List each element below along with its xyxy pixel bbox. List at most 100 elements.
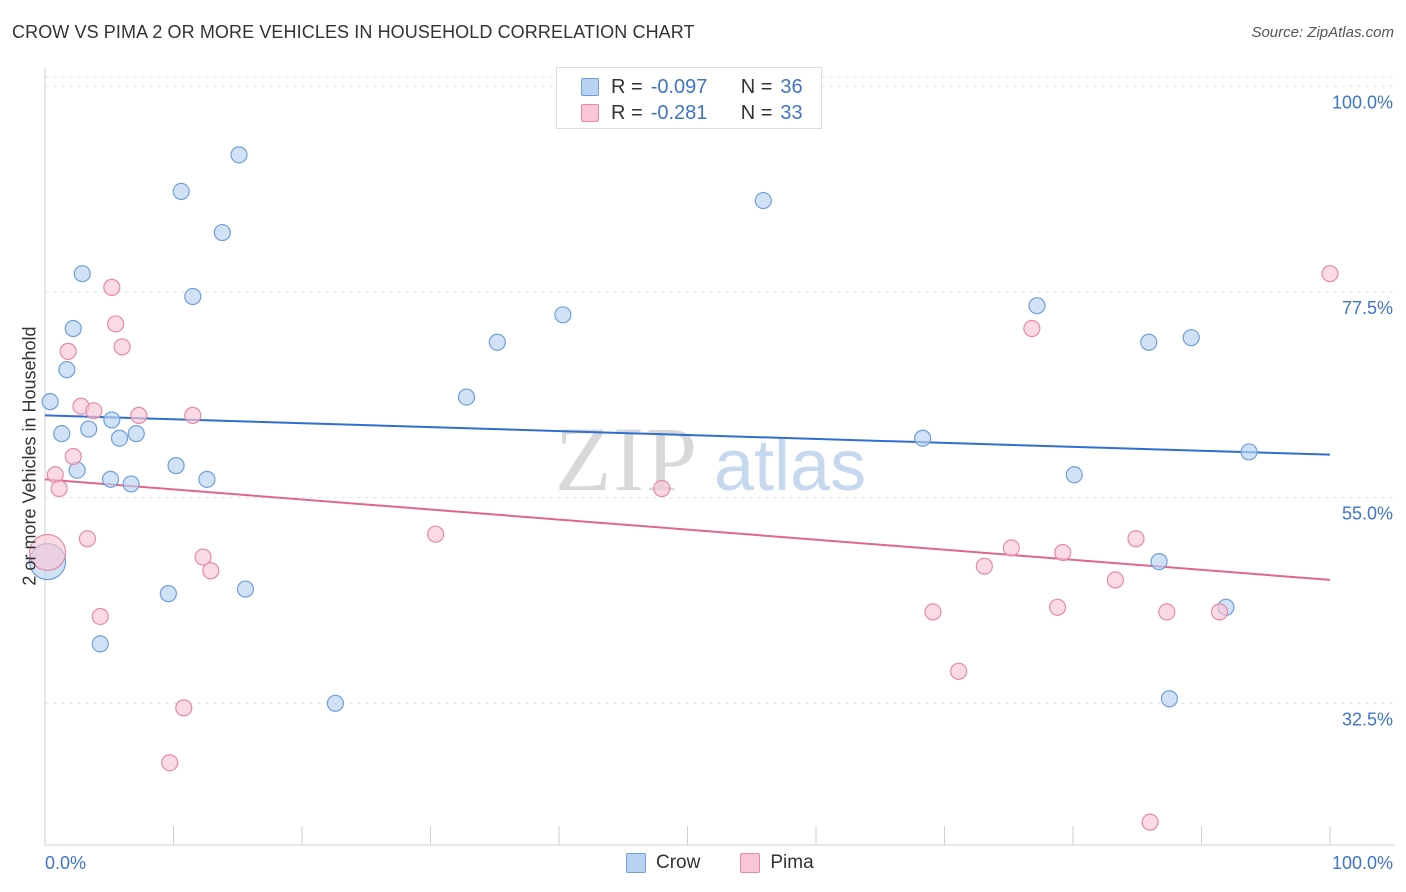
data-point-crow xyxy=(198,470,216,488)
data-point-crow xyxy=(122,475,140,493)
data-point-pima xyxy=(202,562,220,580)
data-point-crow xyxy=(167,457,185,475)
data-point-pima xyxy=(427,525,445,543)
crow-swatch xyxy=(581,78,599,96)
data-point-pima xyxy=(1106,571,1125,589)
y-tick-label: 100.0% xyxy=(1332,92,1393,112)
crow-legend-swatch xyxy=(626,853,646,873)
data-point-crow xyxy=(914,429,932,447)
data-point-crow xyxy=(1182,329,1200,347)
x-tick-label: 0.0% xyxy=(45,853,86,873)
data-points xyxy=(28,146,1339,831)
source-credit: Source: ZipAtlas.com xyxy=(1251,24,1394,41)
pima-n-label: N = xyxy=(740,101,773,124)
crow-r-label: R = xyxy=(611,75,643,98)
data-point-pima xyxy=(59,342,77,360)
series-legend: Crow Pima xyxy=(626,852,854,874)
crow-n-value: 36 xyxy=(780,75,803,98)
trend-lines xyxy=(44,414,1331,581)
data-point-crow xyxy=(457,388,476,406)
data-point-crow xyxy=(103,411,121,429)
data-point-pima xyxy=(1002,539,1020,557)
trend-line-crow xyxy=(44,414,1331,456)
data-point-crow xyxy=(554,306,572,324)
pima-legend-label: Pima xyxy=(770,852,814,873)
data-point-pima xyxy=(1158,603,1176,621)
pima-swatch xyxy=(581,104,599,122)
legend-row-crow: R = -0.097 N = 36 xyxy=(581,75,803,99)
pima-legend-swatch xyxy=(740,853,761,873)
data-point-pima xyxy=(113,338,131,356)
data-point-crow xyxy=(488,333,506,351)
data-point-crow xyxy=(1160,690,1178,708)
data-point-pima xyxy=(130,406,148,424)
grid-lines xyxy=(45,76,1395,704)
data-point-crow xyxy=(754,191,772,210)
data-point-pima xyxy=(28,533,67,572)
watermark-zip: ZIP xyxy=(555,408,699,510)
y-axis-label: 2 or more Vehicles in Household xyxy=(19,326,40,586)
data-point-crow xyxy=(101,470,120,488)
y-tick-label: 77.5% xyxy=(1342,298,1393,318)
data-point-pima xyxy=(1048,598,1067,616)
data-point-pima xyxy=(1023,319,1041,338)
data-point-pima xyxy=(107,315,125,333)
data-point-crow xyxy=(236,580,255,598)
data-point-pima xyxy=(1210,603,1229,621)
data-point-crow xyxy=(91,635,109,653)
watermark: ZIP atlas xyxy=(555,408,866,510)
data-point-crow xyxy=(41,393,59,411)
crow-legend-label: Crow xyxy=(656,852,701,873)
data-point-pima xyxy=(924,603,942,621)
data-point-crow xyxy=(1065,466,1083,484)
pima-r-value: -0.281 xyxy=(650,101,708,124)
chart-title: CROW VS PIMA 2 OR MORE VEHICLES IN HOUSE… xyxy=(12,22,695,42)
data-point-pima xyxy=(175,699,193,717)
data-point-crow xyxy=(110,429,129,447)
data-point-crow xyxy=(127,425,145,443)
axes xyxy=(44,68,1395,846)
data-point-crow xyxy=(80,420,98,438)
data-point-pima xyxy=(1141,813,1159,831)
data-point-pima xyxy=(1321,265,1339,283)
data-point-pima xyxy=(161,754,179,772)
data-point-crow xyxy=(58,361,76,379)
legend-item-pima[interactable]: Pima xyxy=(740,852,814,874)
data-point-pima xyxy=(653,479,671,498)
data-point-pima xyxy=(194,548,212,566)
legend-item-crow[interactable]: Crow xyxy=(626,852,700,874)
y-tick-label: 55.0% xyxy=(1342,504,1393,524)
data-point-pima xyxy=(950,662,968,680)
data-point-pima xyxy=(78,530,97,548)
data-point-crow xyxy=(64,319,82,338)
data-point-pima xyxy=(64,447,82,466)
data-point-crow xyxy=(230,146,248,164)
x-tick-label: 100.0% xyxy=(1332,853,1393,873)
data-point-crow xyxy=(53,425,71,443)
legend-row-pima: R = -0.281 N = 33 xyxy=(581,101,803,125)
pima-n-value: 33 xyxy=(780,101,803,124)
data-point-pima xyxy=(1127,530,1145,548)
tick-labels: 32.5% 55.0% 77.5% 100.0% 0.0% 100.0% xyxy=(45,92,1393,873)
y-tick-label: 32.5% xyxy=(1342,709,1393,729)
data-point-pima xyxy=(975,557,993,575)
data-point-pima xyxy=(1054,543,1072,562)
data-point-crow xyxy=(213,223,231,242)
data-point-crow xyxy=(326,694,345,712)
data-point-crow xyxy=(1150,553,1168,571)
data-point-pima xyxy=(85,402,103,420)
data-point-crow xyxy=(184,287,202,306)
data-point-pima xyxy=(103,278,121,296)
data-point-crow xyxy=(1240,443,1258,461)
crow-n-label: N = xyxy=(740,75,773,98)
data-point-crow xyxy=(172,182,190,201)
data-point-pima xyxy=(50,479,68,498)
trend-line-pima xyxy=(44,478,1331,581)
correlation-legend: R = -0.097 N = 36 R = -0.281 N = 33 xyxy=(556,67,822,129)
data-point-crow xyxy=(1140,333,1158,351)
crow-r-value: -0.097 xyxy=(650,75,708,98)
data-point-crow xyxy=(73,265,91,283)
data-point-crow xyxy=(1028,297,1046,315)
data-point-crow xyxy=(159,585,177,603)
